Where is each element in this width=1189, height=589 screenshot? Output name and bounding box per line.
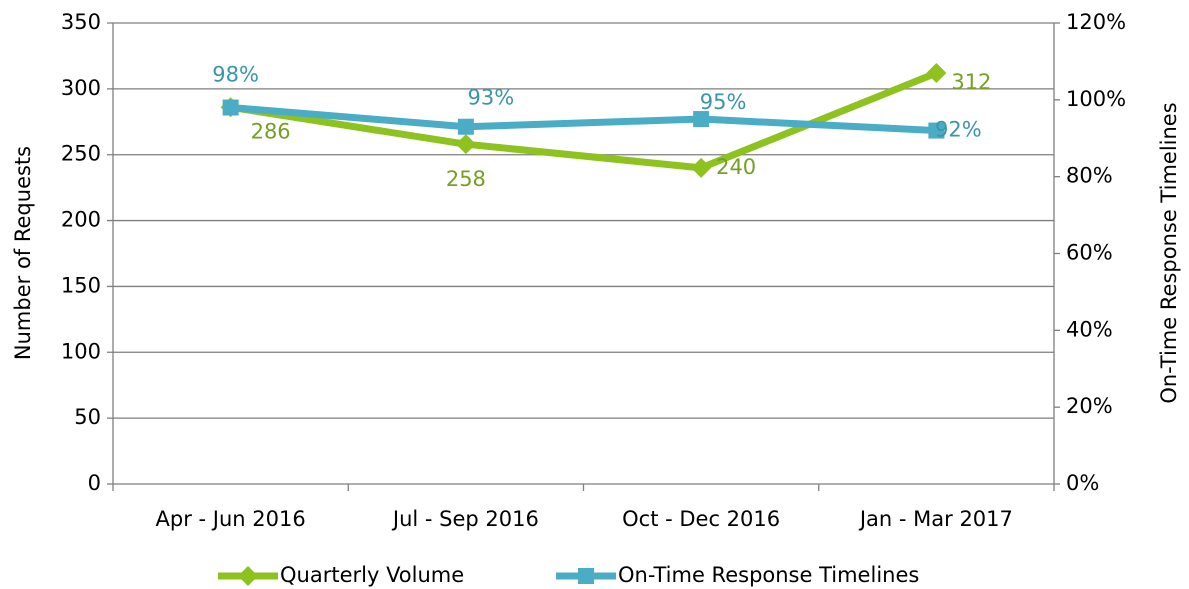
data-label: 258 <box>446 167 486 191</box>
data-label: 93% <box>468 86 515 110</box>
y-tick-label: 300 <box>61 76 101 100</box>
data-label: 98% <box>212 63 259 87</box>
y2-tick-label: 80% <box>1066 164 1113 188</box>
y2-tick-label: 100% <box>1066 87 1126 111</box>
y-axis-title: Number of Requests <box>11 146 35 360</box>
point <box>455 134 476 155</box>
y2-tick-label: 20% <box>1066 394 1113 418</box>
y-tick-label: 250 <box>61 142 101 166</box>
series-line <box>230 104 937 135</box>
x-tick-label: Apr - Jun 2016 <box>156 507 306 531</box>
y2-tick-label: 0% <box>1066 471 1099 495</box>
y2-tick-label: 120% <box>1066 10 1126 34</box>
legend-marker <box>578 568 594 584</box>
data-label: 95% <box>700 90 747 114</box>
legend-marker <box>238 566 258 586</box>
point <box>926 63 947 84</box>
legend-label: On-Time Response Timelines <box>618 563 919 587</box>
point <box>691 157 712 178</box>
y2-tick-label: 60% <box>1066 241 1113 265</box>
x-tick-label: Jan - Mar 2017 <box>858 507 1013 531</box>
y-tick-label: 0 <box>88 471 101 495</box>
data-label: 286 <box>251 119 291 143</box>
y-tick-label: 150 <box>61 273 101 297</box>
x-tick-label: Jul - Sep 2016 <box>391 507 539 531</box>
point <box>457 118 474 135</box>
y-tick-label: 50 <box>74 405 101 429</box>
series-line <box>230 69 938 172</box>
data-label: 312 <box>951 70 991 94</box>
y2-axis-title: On-Time Response Timelines <box>1157 102 1181 403</box>
point <box>928 122 945 139</box>
y2-tick-label: 40% <box>1066 317 1113 341</box>
y-tick-label: 350 <box>61 10 101 34</box>
legend-label: Quarterly Volume <box>280 563 464 587</box>
y-tick-label: 200 <box>61 208 101 232</box>
x-tick-label: Oct - Dec 2016 <box>622 507 780 531</box>
data-label: 240 <box>716 155 756 179</box>
y-tick-label: 100 <box>61 339 101 363</box>
point <box>693 111 710 128</box>
point <box>222 99 239 116</box>
data-label: 92% <box>935 118 982 142</box>
